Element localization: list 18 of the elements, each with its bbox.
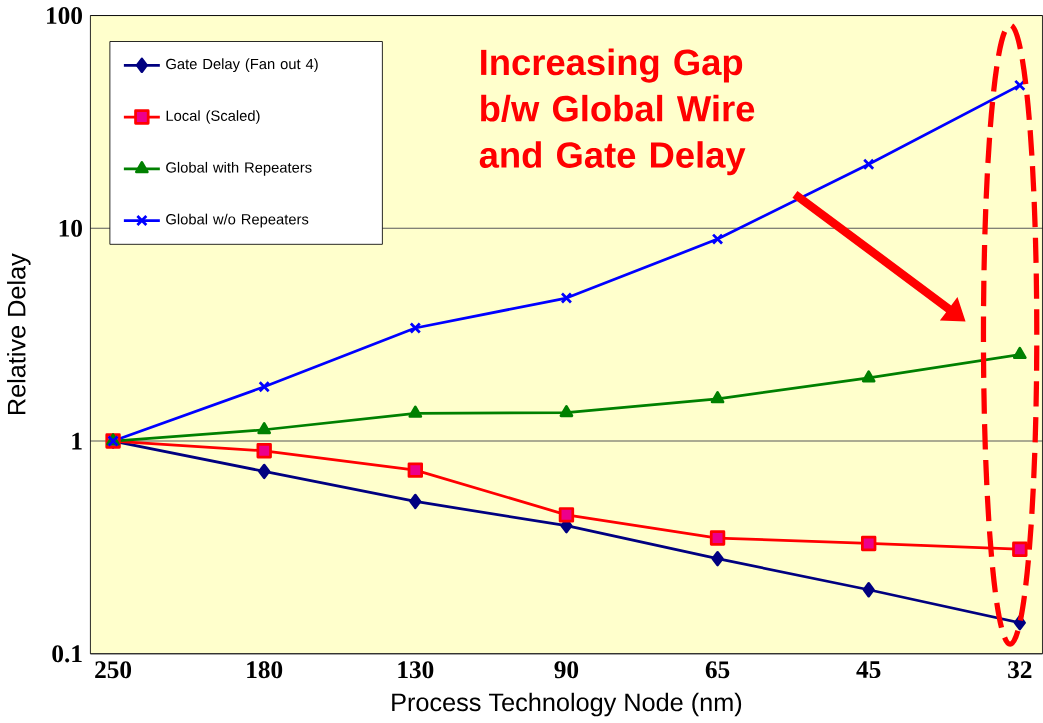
legend-label: Gate Delay (Fan out 4) [166,58,318,72]
y-tick-label: 100 [47,6,82,24]
y-tick-label: 10 [59,219,82,237]
x-tick-label: 250 [95,661,132,679]
x-tick-label: 32 [1008,661,1032,679]
legend-label: Global with Repeaters [166,161,312,176]
legend-label: Global w/o Repeaters [166,213,309,228]
x-axis-title: Process Technology Node (nm) [392,692,742,717]
x-tick-label: 65 [705,661,730,679]
y-tick-label: 0.1 [52,645,82,663]
annotation: Increasing Gap b/w Global Wire and Gate Delay [479,48,755,175]
x-tick-label: 45 [856,661,881,678]
y-axis-title: Relative Delay [7,253,31,414]
x-tick-label: 180 [247,661,283,679]
x-tick-label: 130 [398,661,434,679]
y-tick-label: 1 [72,432,82,450]
x-tick-label: 90 [554,661,579,679]
legend-label: Local (Scaled) [166,109,260,124]
